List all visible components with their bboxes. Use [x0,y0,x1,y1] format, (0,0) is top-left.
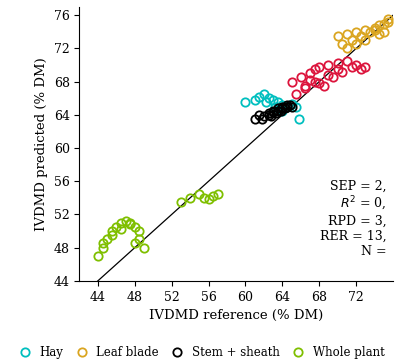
Text: SEP = 2,
$R^2$ = 0,
RPD = 3,
RER = 13,
N =: SEP = 2, $R^2$ = 0, RPD = 3, RER = 13, N… [320,180,387,258]
Y-axis label: IVDMD predicted (% DM): IVDMD predicted (% DM) [35,57,48,231]
X-axis label: IVDMD reference (% DM): IVDMD reference (% DM) [149,309,324,322]
Legend: Hay, Leaf blade, Stem + sheath, Whole plant: Hay, Leaf blade, Stem + sheath, Whole pl… [8,342,389,360]
